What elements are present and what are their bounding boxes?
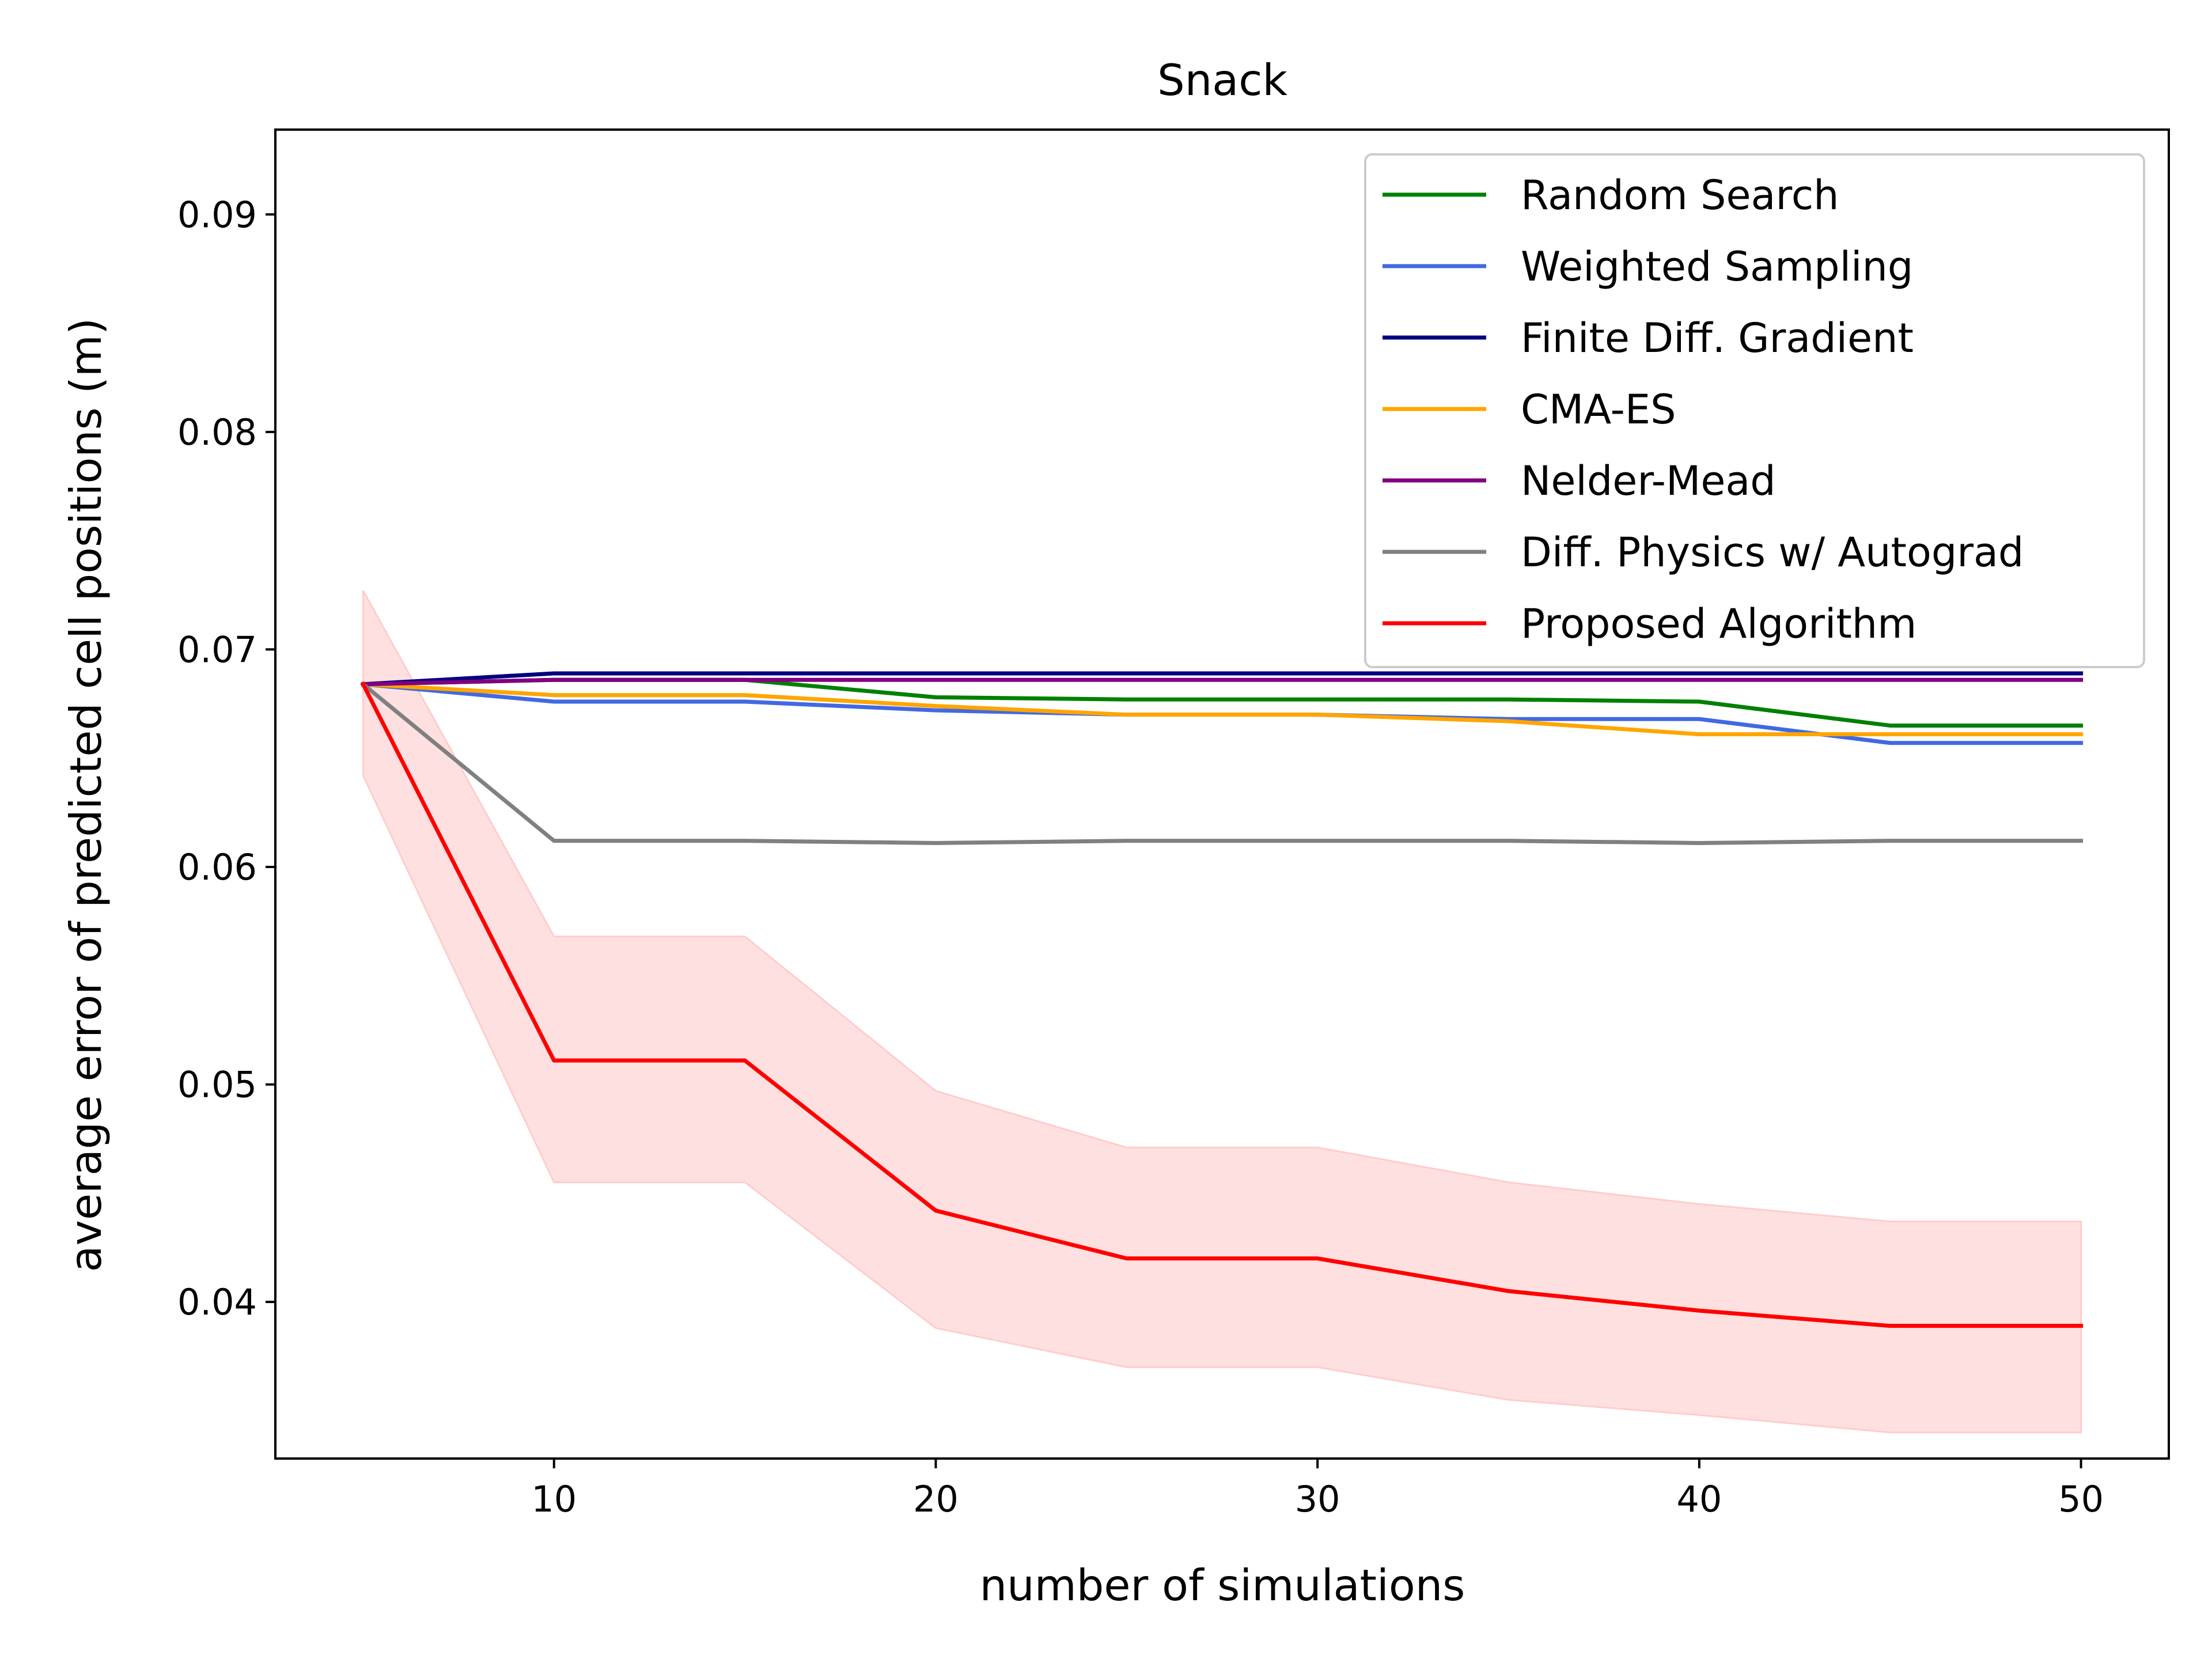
- legend-label-5: Diff. Physics w/ Autograd: [1521, 529, 2024, 576]
- series-lines: [360, 671, 2084, 1328]
- y-tick-label: 0.04: [177, 1281, 257, 1323]
- axis-ticks: 10 20 30 40 50 0.04 0.05 0.06 0.07 0.08 0.09: [177, 194, 2104, 1520]
- x-tick-label: 40: [1676, 1478, 1722, 1520]
- x-axis-label: number of simulations: [980, 1560, 1465, 1611]
- series-line-3: [361, 682, 2084, 737]
- confidence-bands: [362, 590, 2082, 1434]
- confidence-band-6: [362, 590, 2082, 1434]
- y-tick-label: 0.08: [177, 411, 257, 453]
- x-tick-label: 50: [2058, 1478, 2104, 1520]
- legend-label-2: Finite Diff. Gradient: [1521, 315, 1914, 362]
- series-line-5: [360, 681, 2084, 845]
- legend-label-4: Nelder-Mead: [1521, 457, 1776, 505]
- legend-label-0: Random Search: [1521, 172, 1839, 219]
- legend-label-3: CMA-ES: [1521, 386, 1676, 433]
- x-tick-label: 10: [531, 1478, 577, 1520]
- legend-label-1: Weighted Sampling: [1521, 243, 1913, 290]
- y-tick-label: 0.05: [177, 1064, 257, 1106]
- legend-box: [1364, 153, 2145, 668]
- plot-area-frame: [274, 128, 2170, 1460]
- series-line-2: [361, 671, 2084, 687]
- y-tick-label: 0.09: [177, 194, 257, 236]
- y-axis-label: average error of predicted cell position…: [60, 318, 111, 1272]
- series-line-6: [360, 681, 2084, 1328]
- legend: Random Search Weighted Sampling Finite Dif…: [1364, 153, 2145, 668]
- y-tick-label: 0.07: [177, 628, 257, 671]
- x-tick-label: 20: [913, 1478, 959, 1520]
- y-tick-label: 0.06: [177, 846, 257, 888]
- series-line-4: [361, 677, 2084, 687]
- legend-label-6: Proposed Algorithm: [1521, 600, 1916, 647]
- x-tick-label: 30: [1295, 1478, 1340, 1520]
- chart-title: Snack: [1157, 55, 1287, 105]
